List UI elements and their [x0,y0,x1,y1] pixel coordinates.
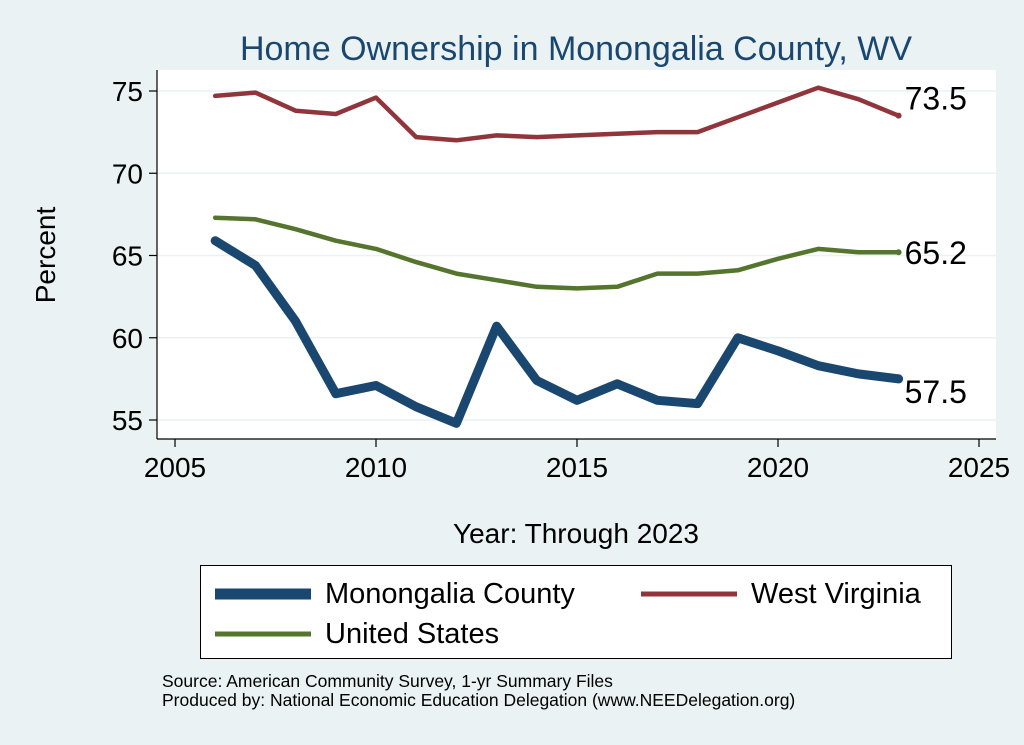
x-tick-label-2005: 2005 [144,452,206,483]
gridlines [157,90,996,421]
x-tick-label-2010: 2010 [345,452,407,483]
plot-area [157,70,996,439]
series-end-point-west-virginia [895,112,902,119]
legend-label-west-virginia: West Virginia [751,577,921,610]
chart-title: Home Ownership in Monongalia County, WV [240,30,912,68]
legend-entry-monongalia-county: Monongalia County [215,576,575,612]
x-tick-label-2020: 2020 [747,452,809,483]
end-labels: 57.5 73.5 65.2 [905,81,967,410]
legend-entry-west-virginia: West Virginia [641,576,921,612]
y-tick-label-75: 75 [112,76,143,107]
legend-entry-united-states: United States [215,616,499,652]
legend-swatch-monongalia-county [215,588,311,600]
legend-swatch-west-virginia [641,591,737,597]
y-axis-title: Percent [30,207,61,304]
series-end-point-monongalia-county [895,375,902,382]
series-end-point-united-states [895,249,902,256]
y-tick-label-60: 60 [112,323,143,354]
series-lines [210,85,904,428]
y-tick-label-70: 70 [112,158,143,189]
produced-by-note: Produced by: National Economic Education… [162,690,796,710]
series-line-united-states [212,215,901,291]
legend-label-united-states: United States [325,617,500,650]
source-note: Source: American Community Survey, 1-yr … [162,671,613,691]
axes: 55 60 65 70 75 2005 2010 2015 2020 2025 [112,70,1010,483]
x-axis-title: Year: Through 2023 [453,518,699,549]
series-line-west-virginia [212,85,901,143]
legend-label-monongalia-county: Monongalia County [325,577,575,610]
y-tick-label-65: 65 [112,241,143,272]
legend: Monongalia County West Virginia United S… [200,565,952,659]
series-line-monongalia-county [210,236,904,428]
source-notes: Source: American Community Survey, 1-yr … [162,672,795,710]
y-tick-label-55: 55 [112,405,143,436]
x-tick-label-2015: 2015 [546,452,608,483]
end-label-monongalia-county: 57.5 [905,374,967,410]
legend-swatch-united-states [215,631,311,637]
x-tick-label-2025: 2025 [948,452,1010,483]
end-label-united-states: 65.2 [905,235,967,271]
end-label-west-virginia: 73.5 [905,81,967,117]
